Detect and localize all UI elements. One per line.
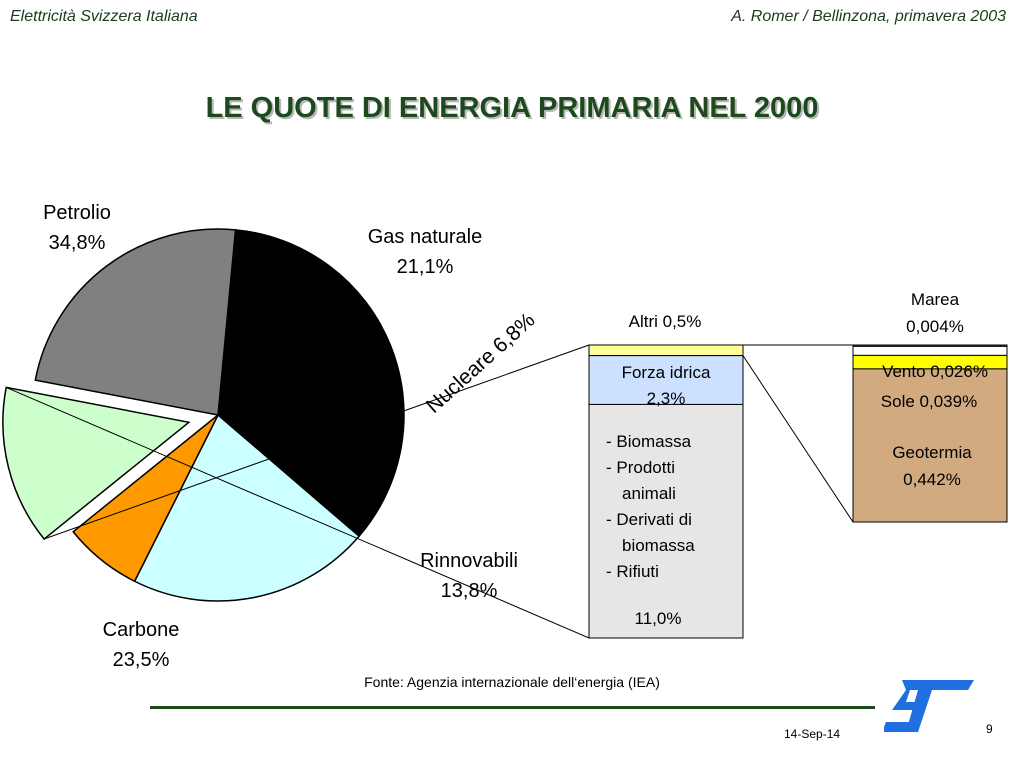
label-biomass-item: biomassa: [622, 536, 695, 555]
connector-line-bottom-2: [742, 355, 854, 523]
label-carbone-value: 23,5%: [113, 649, 170, 671]
st-logo-icon: [884, 680, 974, 732]
label-biomass-item: - Prodotti: [606, 458, 675, 477]
header-left-text: Elettricità Svizzera Italiana: [10, 8, 198, 25]
label-petrolio-name: Petrolio: [43, 202, 111, 224]
label-biomass-item: - Biomassa: [606, 432, 692, 451]
label-marea-value: 0,004%: [906, 317, 964, 336]
label-gas-name: Gas naturale: [368, 226, 483, 248]
connector-lines: [5, 344, 854, 639]
label-forza-idrica-name: Forza idrica: [622, 363, 711, 382]
pie-slice-gas-naturale: [133, 413, 361, 602]
bar-segment-forza: [588, 355, 744, 405]
label-petrolio-value: 34,8%: [49, 232, 106, 254]
label-sole: Sole 0,039%: [881, 392, 977, 411]
pie-slice-rinnovabili: [2, 386, 191, 541]
slide-title: LE QUOTE DI ENERGIA PRIMARIA NEL 2000: [205, 92, 819, 124]
footer-date: 14-Sep-14: [784, 727, 841, 741]
footer-divider: [150, 706, 875, 709]
label-biomass-item: - Rifiuti: [606, 562, 659, 581]
source-note: Fonte: Agenzia internazionale dell‘energ…: [364, 674, 660, 690]
label-rinnovabili-name: Rinnovabili: [420, 550, 518, 572]
pie-slice-carbone: [34, 228, 237, 416]
pie-slice-petrolio: [217, 229, 405, 538]
label-rinnovabili-value: 13,8%: [441, 580, 498, 602]
label-nucleare: Nucleare 6,8%: [422, 309, 540, 418]
page-number: 9: [986, 722, 993, 736]
bar-segment-biomassa: [588, 403, 744, 639]
label-biomass-value: 11,0%: [635, 609, 682, 628]
bar-segment-geotermia: [852, 368, 1008, 523]
label-geotermia-value: 0,442%: [903, 470, 961, 489]
bar-segment-vento: [852, 345, 1008, 356]
label-gas-value: 21,1%: [397, 256, 454, 278]
label-marea-name: Marea: [911, 290, 960, 309]
pie-chart: [2, 228, 405, 602]
bar-segment-altri: [588, 344, 744, 357]
label-altri: Altri 0,5%: [629, 312, 702, 331]
connector-line-bottom: [5, 386, 590, 639]
label-biomass-item: animali: [622, 484, 676, 503]
minor-renewables-bar: [852, 344, 1008, 523]
pie-slice-nucleare: [72, 414, 219, 583]
label-forza-idrica-value: 2,3%: [647, 389, 686, 408]
label-vento: Vento 0,026%: [882, 362, 988, 381]
label-geotermia-name: Geotermia: [892, 443, 972, 462]
label-carbone-name: Carbone: [103, 619, 180, 641]
renewables-bar: [588, 344, 744, 639]
connector-line-top: [43, 344, 590, 540]
header-right-text: A. Romer / Bellinzona, primavera 2003: [731, 8, 1006, 25]
label-biomass-item: - Derivati di: [606, 510, 692, 529]
